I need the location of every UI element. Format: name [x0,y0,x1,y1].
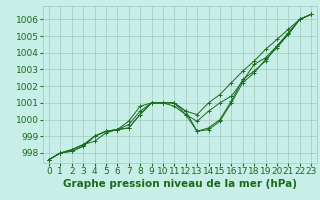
X-axis label: Graphe pression niveau de la mer (hPa): Graphe pression niveau de la mer (hPa) [63,179,297,189]
